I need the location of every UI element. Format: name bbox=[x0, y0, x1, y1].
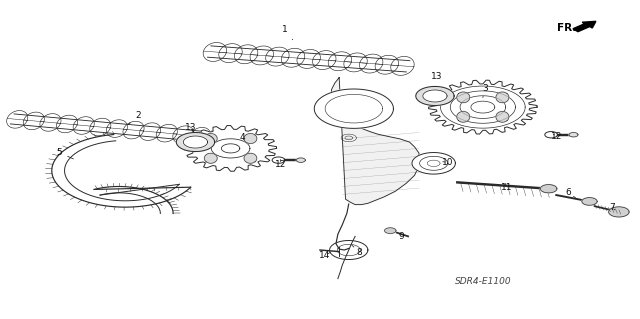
Text: 10: 10 bbox=[442, 158, 454, 167]
Text: 3: 3 bbox=[482, 85, 488, 98]
Polygon shape bbox=[204, 153, 217, 163]
Polygon shape bbox=[244, 153, 257, 163]
Polygon shape bbox=[183, 136, 207, 148]
Text: 13: 13 bbox=[431, 72, 442, 86]
Polygon shape bbox=[457, 92, 470, 103]
Polygon shape bbox=[296, 158, 305, 162]
Text: 7: 7 bbox=[609, 203, 615, 211]
Polygon shape bbox=[540, 185, 557, 193]
Text: SDR4-E1100: SDR4-E1100 bbox=[454, 277, 511, 286]
FancyArrow shape bbox=[573, 21, 596, 32]
Text: 14: 14 bbox=[319, 251, 331, 260]
Polygon shape bbox=[314, 89, 394, 128]
Text: 11: 11 bbox=[500, 183, 512, 192]
Polygon shape bbox=[457, 111, 470, 122]
Polygon shape bbox=[176, 132, 214, 152]
Polygon shape bbox=[423, 90, 447, 102]
Text: 12: 12 bbox=[275, 160, 286, 169]
Polygon shape bbox=[385, 228, 396, 234]
Polygon shape bbox=[412, 152, 456, 174]
Text: 6: 6 bbox=[565, 188, 575, 197]
Polygon shape bbox=[332, 78, 419, 204]
Polygon shape bbox=[184, 125, 276, 171]
Text: 8: 8 bbox=[352, 245, 362, 257]
Polygon shape bbox=[496, 92, 509, 103]
Text: 5: 5 bbox=[56, 148, 74, 159]
Polygon shape bbox=[582, 197, 597, 205]
Polygon shape bbox=[244, 133, 257, 144]
Text: 12: 12 bbox=[550, 132, 562, 141]
Polygon shape bbox=[221, 144, 240, 153]
Text: 4: 4 bbox=[237, 133, 245, 145]
Text: FR.: FR. bbox=[557, 23, 577, 33]
Polygon shape bbox=[429, 80, 537, 134]
Text: 1: 1 bbox=[282, 26, 292, 40]
Text: 2: 2 bbox=[129, 111, 141, 124]
Polygon shape bbox=[496, 111, 509, 122]
Text: 9: 9 bbox=[399, 232, 404, 241]
Polygon shape bbox=[204, 133, 217, 144]
Polygon shape bbox=[416, 86, 454, 106]
Polygon shape bbox=[609, 207, 629, 217]
Text: 13: 13 bbox=[185, 123, 196, 132]
Polygon shape bbox=[569, 132, 578, 137]
